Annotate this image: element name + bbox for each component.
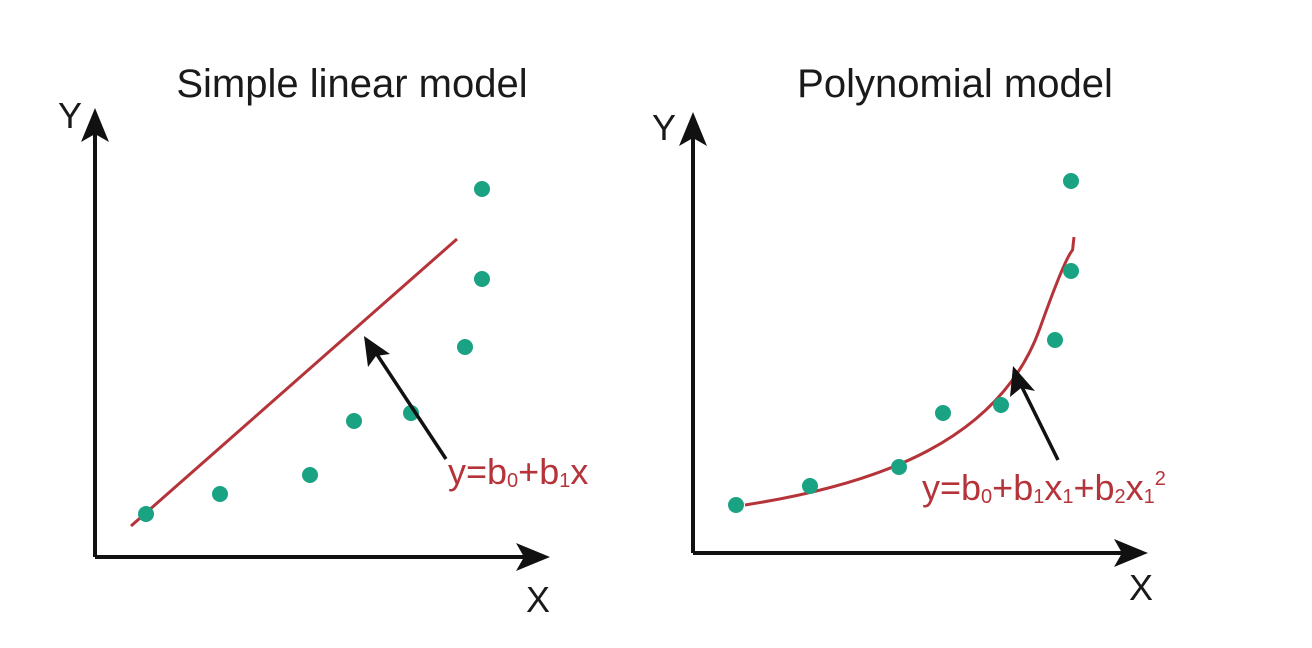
left-data-points [138, 181, 490, 522]
right-x-axis-label: X [1129, 567, 1153, 608]
left-y-axis-arrowhead [81, 108, 109, 142]
left-panel: Simple linear model Y X y=b0+b1x [58, 62, 588, 620]
left-data-point [346, 413, 362, 429]
right-data-point [1063, 263, 1079, 279]
left-y-axis-label: Y [58, 95, 82, 136]
right-data-point [891, 459, 907, 475]
right-panel-title: Polynomial model [797, 62, 1113, 106]
right-data-points [728, 173, 1079, 513]
left-data-point [474, 271, 490, 287]
right-x-axis-arrowhead [1114, 539, 1148, 567]
right-data-point [802, 478, 818, 494]
right-equation: y=b0+b1x1+b2x12 [922, 467, 1166, 508]
right-data-point [935, 405, 951, 421]
right-data-point [1063, 173, 1079, 189]
right-data-point [1047, 332, 1063, 348]
left-x-axis-arrowhead [516, 543, 550, 571]
left-fit-line [130, 237, 458, 528]
right-panel: Polynomial model Y X y=b0+b1x1+b2x12 [652, 62, 1166, 608]
left-panel-title: Simple linear model [176, 62, 527, 106]
right-data-point [993, 397, 1009, 413]
left-data-point [457, 339, 473, 355]
left-data-point [138, 506, 154, 522]
right-pointer-arrow [1018, 382, 1060, 461]
left-equation: y=b0+b1x [448, 451, 588, 492]
left-data-point [302, 467, 318, 483]
left-data-point [474, 181, 490, 197]
left-x-axis-label: X [526, 579, 550, 620]
right-y-axis-label: Y [652, 107, 676, 148]
left-data-point [212, 486, 228, 502]
left-pointer-arrowhead [364, 336, 390, 367]
right-y-axis-arrowhead [679, 112, 707, 146]
right-fit-curve [744, 236, 1076, 507]
left-pointer-arrow [372, 349, 448, 460]
right-data-point [728, 497, 744, 513]
right-pointer-arrowhead [1010, 366, 1035, 397]
